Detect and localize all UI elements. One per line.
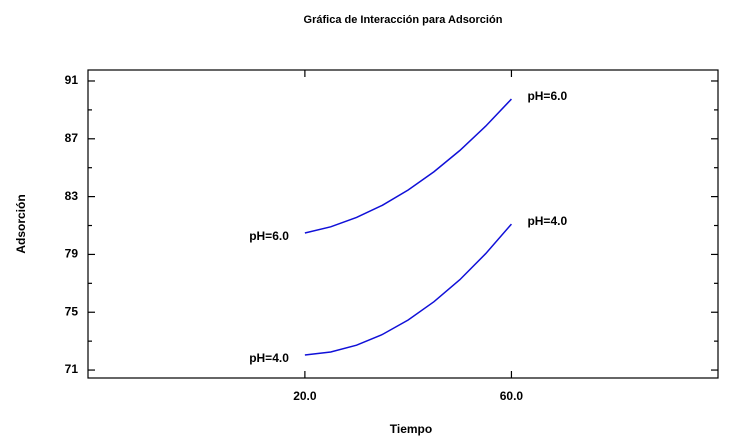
y-tick-label: 83 <box>65 189 79 203</box>
y-tick-label: 91 <box>65 73 79 87</box>
x-tick-label: 60.0 <box>500 389 524 403</box>
y-tick-label: 79 <box>65 247 79 261</box>
plot-frame <box>87 69 719 379</box>
y-tick-label: 71 <box>65 362 79 376</box>
x-axis-label: Tiempo <box>390 422 432 436</box>
series-label-end: pH=6.0 <box>527 89 567 103</box>
series-label-start: pH=6.0 <box>249 229 289 243</box>
series-line <box>304 98 512 234</box>
series-label-end: pH=4.0 <box>527 214 567 228</box>
y-axis-label: Adsorción <box>14 194 28 253</box>
x-tick-label: 20.0 <box>293 389 317 403</box>
y-tick-label: 87 <box>65 131 79 145</box>
series-label-start: pH=4.0 <box>249 351 289 365</box>
chart-title: Gráfica de Interacción para Adsorción <box>304 14 503 26</box>
y-tick-label: 75 <box>65 304 79 318</box>
series-line <box>304 223 513 356</box>
